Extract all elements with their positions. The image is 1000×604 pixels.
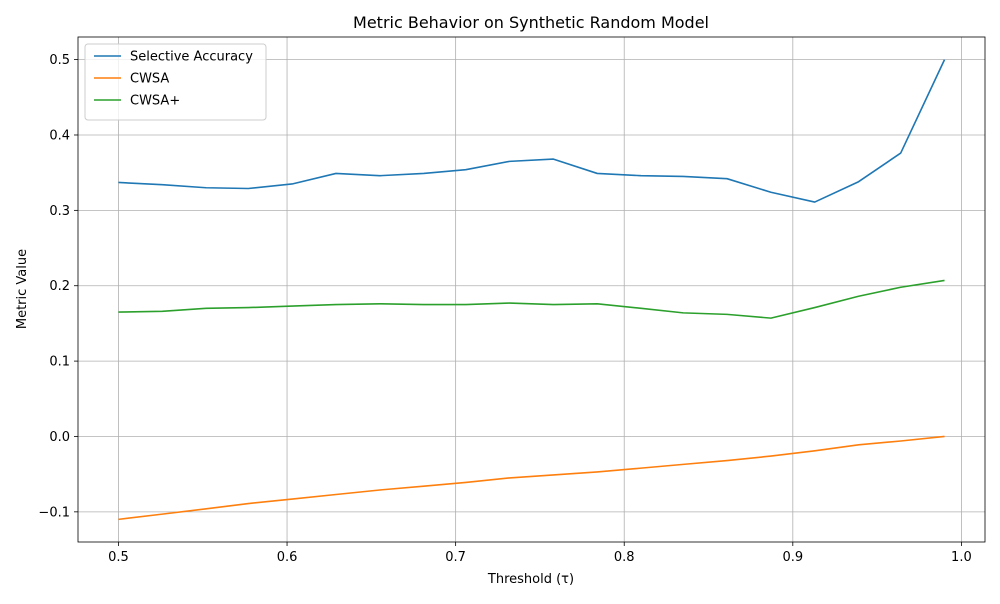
x-tick-label: 0.8: [614, 550, 635, 565]
y-tick-label: 0.1: [49, 355, 70, 370]
series-line-cwsa: [118, 435, 945, 521]
y-tick-label: 0.0: [49, 430, 70, 445]
y-axis-title: Metric Value: [15, 249, 30, 329]
grid: [78, 37, 985, 542]
y-tick-label: 0.2: [49, 279, 70, 294]
x-axis-ticks: 0.5 0.6 0.7 0.8 0.9 1.0: [108, 542, 972, 565]
y-tick-label: 0.5: [49, 53, 70, 68]
legend-label: CWSA: [130, 72, 169, 87]
legend-box: [84, 43, 267, 121]
y-tick-label: 0.3: [49, 204, 70, 219]
y-tick-label: −0.1: [38, 505, 70, 520]
series-line-cwsa-plus: [118, 279, 945, 319]
series-lines: [118, 59, 946, 521]
x-axis-title: Threshold (τ): [487, 572, 574, 587]
chart-title: Metric Behavior on Synthetic Random Mode…: [353, 13, 709, 32]
x-tick-label: 0.5: [108, 550, 129, 565]
y-axis-ticks: −0.1 0.0 0.1 0.2 0.3 0.4 0.5: [38, 53, 78, 520]
x-tick-label: 0.7: [445, 550, 466, 565]
x-tick-label: 0.9: [782, 550, 803, 565]
legend: Selective Accuracy CWSA CWSA+: [84, 43, 267, 121]
legend-label: CWSA+: [130, 94, 180, 109]
plot-frame: [77, 36, 986, 543]
legend-label: Selective Accuracy: [130, 50, 253, 65]
x-tick-label: 1.0: [951, 550, 972, 565]
x-tick-label: 0.6: [277, 550, 298, 565]
y-tick-label: 0.4: [49, 128, 70, 143]
series-line-selective-accuracy: [118, 59, 946, 203]
